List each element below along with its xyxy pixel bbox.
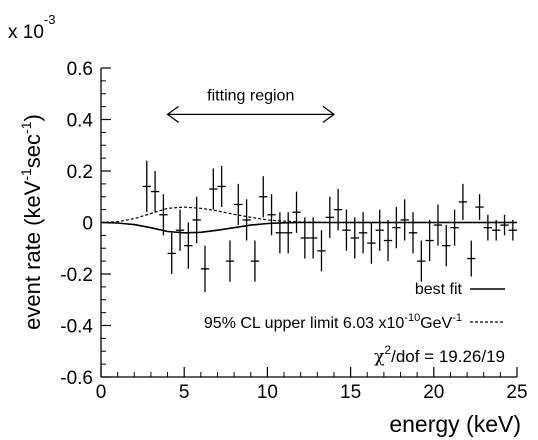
data-point bbox=[300, 217, 309, 259]
data-point bbox=[250, 240, 260, 282]
data-point bbox=[184, 222, 193, 269]
data-point bbox=[508, 219, 517, 241]
data-point bbox=[333, 189, 343, 231]
data-point bbox=[433, 204, 443, 246]
data-point bbox=[500, 214, 509, 236]
x-axis-label: energy (keV) bbox=[389, 411, 521, 437]
data-point bbox=[159, 194, 168, 236]
data-point bbox=[425, 219, 434, 262]
x-tick-label: 25 bbox=[506, 382, 527, 403]
fitting-region-arrow-left-head bbox=[166, 105, 179, 123]
y-tick-label: -0.4 bbox=[60, 317, 93, 338]
data-point bbox=[450, 209, 459, 246]
data-point bbox=[242, 199, 251, 241]
data-point bbox=[259, 176, 268, 218]
x-tick-label: 0 bbox=[96, 382, 107, 403]
y-tick-label: 0.6 bbox=[67, 59, 93, 80]
data-point bbox=[350, 217, 359, 259]
y-tick-label: -0.6 bbox=[60, 368, 93, 389]
x-tick-label: 20 bbox=[423, 382, 444, 403]
data-point bbox=[225, 240, 235, 282]
data-point bbox=[209, 168, 218, 210]
data-point bbox=[492, 219, 501, 241]
data-point bbox=[383, 219, 393, 262]
axis-multiplier: x 10-3 bbox=[8, 12, 55, 43]
data-point bbox=[275, 212, 285, 254]
data-point bbox=[317, 230, 326, 272]
data-point bbox=[192, 196, 201, 244]
data-point bbox=[292, 191, 301, 233]
legend-best-fit-label: best fit bbox=[415, 281, 463, 298]
data-point bbox=[467, 240, 476, 277]
data-point bbox=[267, 194, 276, 236]
y-axis-label: event rate (keV-1sec-1) bbox=[18, 114, 45, 330]
y-tick-label: -0.2 bbox=[60, 265, 93, 286]
x-tick-label: 5 bbox=[179, 382, 190, 403]
y-tick-label: 0.4 bbox=[67, 111, 94, 132]
data-point bbox=[342, 209, 351, 251]
axis-ticks: 0 5 10 15 20 25 -0.6 -0.4 -0.2 0 0.2 0.4 0.6 bbox=[60, 59, 527, 403]
data-point bbox=[200, 245, 210, 293]
data-point bbox=[167, 232, 176, 274]
data-point bbox=[475, 194, 484, 220]
data-points bbox=[142, 160, 517, 293]
data-point bbox=[175, 209, 185, 251]
data-point bbox=[284, 212, 293, 254]
data-point bbox=[358, 212, 368, 254]
data-point bbox=[375, 209, 384, 251]
fit-curves bbox=[100, 206, 517, 234]
x-tick-label: 10 bbox=[257, 382, 278, 403]
data-point bbox=[442, 225, 451, 267]
y-tick-label: 0.2 bbox=[67, 162, 93, 183]
data-point bbox=[142, 160, 151, 213]
data-point bbox=[408, 212, 418, 254]
data-point bbox=[150, 171, 160, 213]
data-point bbox=[483, 214, 493, 241]
data-point bbox=[392, 207, 401, 249]
x-tick-label: 15 bbox=[340, 382, 361, 403]
fitting-region-annotation: fitting region bbox=[166, 87, 336, 123]
legend-chi-square: χ2/dof = 19.26/19 bbox=[374, 343, 505, 367]
data-point bbox=[417, 240, 426, 282]
fitting-region-arrow-right-head bbox=[322, 105, 336, 123]
data-point bbox=[400, 199, 409, 241]
y-tick-label: 0 bbox=[82, 214, 93, 235]
fitting-region-label: fitting region bbox=[207, 87, 294, 104]
data-point bbox=[309, 217, 318, 259]
upper-limit-curve bbox=[100, 206, 517, 224]
data-point bbox=[234, 183, 243, 226]
legend-upper-limit-label: 95% CL upper limit 6.03 x10-10GeV-1 bbox=[204, 312, 462, 332]
data-point bbox=[458, 183, 468, 220]
legend: best fit 95% CL upper limit 6.03 x10-10G… bbox=[204, 281, 505, 367]
data-point bbox=[217, 165, 226, 208]
data-point bbox=[367, 222, 376, 264]
data-point bbox=[325, 196, 334, 238]
